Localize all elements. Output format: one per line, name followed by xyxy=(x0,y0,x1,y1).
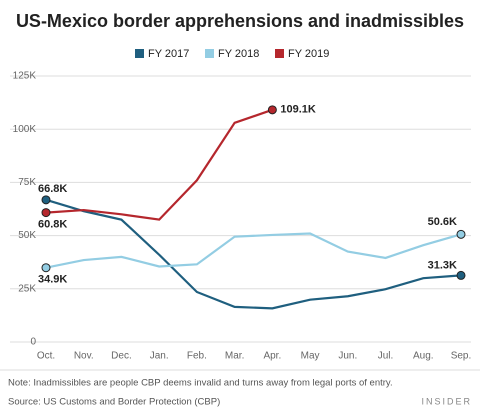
value-label: 34.9K xyxy=(38,274,67,286)
point xyxy=(41,263,51,273)
value-label: 60.8K xyxy=(38,219,67,231)
legend-label: FY 2018 xyxy=(218,48,259,60)
x-tick-label: Jul. xyxy=(378,351,394,362)
x-tick-label: Jan. xyxy=(150,351,169,362)
x-tick-label: Apr. xyxy=(263,351,281,362)
y-tick-label: 125K xyxy=(13,71,37,82)
value-label: 109.1K xyxy=(280,104,316,116)
x-tick-label: May xyxy=(301,351,320,362)
logo: INSIDER xyxy=(421,396,472,406)
value-label: 31.3K xyxy=(428,259,457,271)
x-tick-label: Aug. xyxy=(413,351,434,362)
series-line xyxy=(45,108,273,221)
legend-swatch xyxy=(205,49,214,58)
x-tick-label: Mar. xyxy=(225,351,244,362)
legend-swatch xyxy=(275,49,284,58)
point xyxy=(456,270,466,280)
source: Source: US Customs and Border Protection… xyxy=(8,397,220,408)
legend-label: FY 2017 xyxy=(148,48,189,60)
y-tick-label: 0 xyxy=(30,337,36,348)
y-tick-label: 100K xyxy=(13,124,37,135)
series-line xyxy=(45,232,462,269)
legend-swatch xyxy=(135,49,144,58)
point xyxy=(41,195,51,205)
point xyxy=(41,208,51,218)
y-tick-label: 75K xyxy=(18,177,36,188)
x-tick-label: Jun. xyxy=(338,351,357,362)
note: Note: Inadmissibles are people CBP deems… xyxy=(8,378,393,389)
series-line xyxy=(45,198,462,310)
y-tick-label: 50K xyxy=(18,230,36,241)
chart-title: US-Mexico border apprehensions and inadm… xyxy=(16,11,464,31)
x-tick-label: Nov. xyxy=(74,351,94,362)
x-tick-label: Sep. xyxy=(451,351,472,362)
value-label: 66.8K xyxy=(38,183,67,195)
point xyxy=(267,105,277,115)
point xyxy=(456,229,466,239)
x-tick-label: Dec. xyxy=(111,351,132,362)
x-tick-label: Feb. xyxy=(187,351,207,362)
y-tick-label: 25K xyxy=(18,283,36,294)
x-tick-label: Oct. xyxy=(37,351,55,362)
value-label: 50.6K xyxy=(428,216,457,228)
legend-label: FY 2019 xyxy=(288,48,329,60)
